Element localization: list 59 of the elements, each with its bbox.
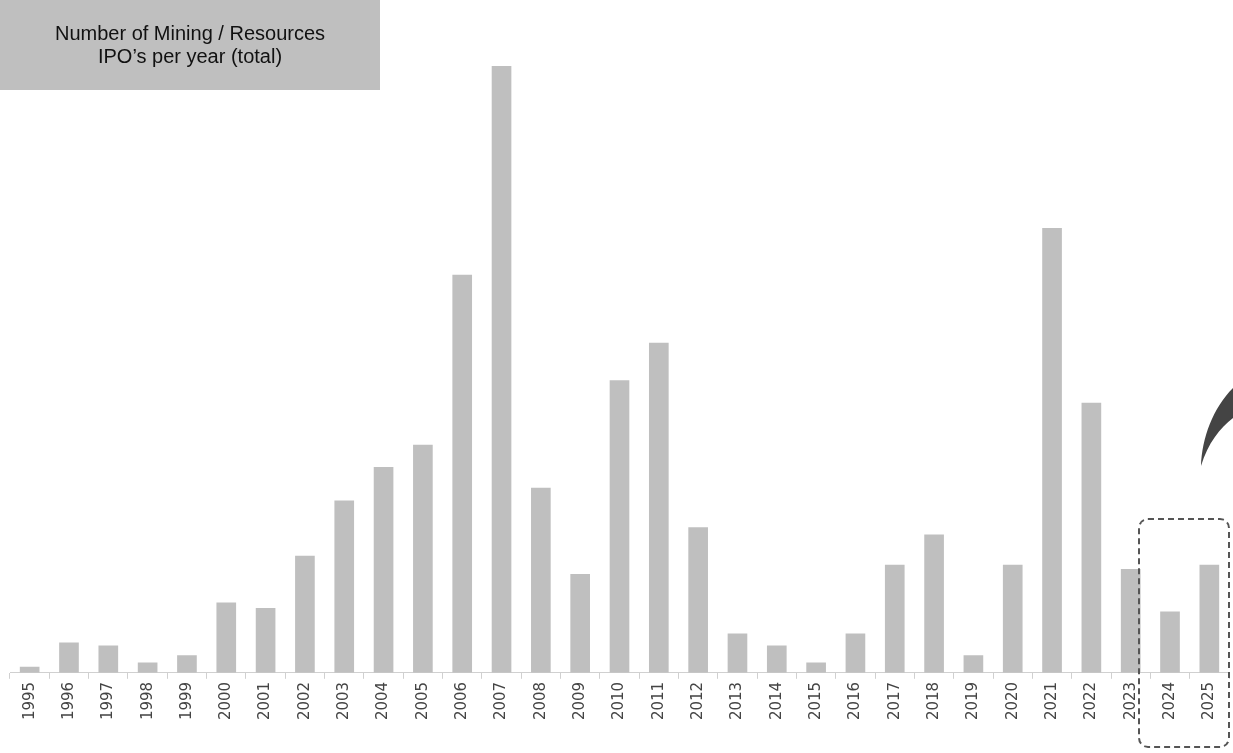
bar [531,487,551,673]
x-tick-label: 2018 [923,681,942,721]
x-tick-label: 2025 [1199,681,1218,721]
x-tick-label: 2024 [1159,681,1178,721]
bar [1160,611,1180,673]
x-tick-label: 2009 [570,681,589,721]
bar [334,500,355,673]
x-tick-label: 1998 [137,681,156,721]
bar [648,342,669,673]
x-tick-label: 2008 [530,681,549,721]
x-tick-label: 2012 [688,681,707,721]
bar [491,66,512,673]
bar [413,444,433,673]
bar [1199,564,1220,673]
x-tick-label: 2000 [216,681,235,721]
bar [1042,228,1062,673]
bar [216,602,237,673]
bar [845,633,866,673]
x-tick-label: 2003 [334,681,353,721]
x-tick-label: 1996 [58,681,77,721]
x-tick-label: 2014 [766,681,785,721]
bar [570,573,591,673]
x-tick-label: 2006 [452,681,471,721]
x-tick-label: 2005 [412,681,431,721]
x-tick-label: 2023 [1120,681,1139,721]
bar [177,655,197,673]
bar [373,467,394,673]
bar [766,645,787,673]
x-tick-label: 2011 [648,681,667,721]
bar [452,274,473,673]
bar [688,527,708,673]
x-tick-label: 1999 [176,681,195,721]
bar [963,655,984,673]
x-tick-label: 2021 [1041,681,1060,721]
bar [727,633,748,673]
bar [924,534,944,673]
x-tick-label: 1997 [98,681,117,721]
bar [1002,564,1023,673]
bar [59,642,79,673]
x-tick-label: 2013 [727,681,746,721]
x-tick-label: 2019 [963,681,982,721]
x-tick-label: 2015 [806,681,824,721]
x-tick-label: 2016 [845,681,864,721]
bar [295,555,315,673]
bar [884,564,905,673]
x-tick-label: 2017 [884,681,903,721]
x-tick-label: 1995 [19,681,38,721]
x-tick-label: 2010 [609,681,628,721]
bar [98,645,119,673]
bar [1120,569,1141,673]
bar [1081,402,1102,673]
x-tick-label: 2022 [1081,681,1100,721]
x-tick-label: 2004 [373,681,392,721]
x-tick-label: 2001 [255,681,274,721]
x-tick-label: 2002 [294,681,313,721]
bar [609,380,630,673]
x-tick-label: 2020 [1002,681,1021,721]
bar [255,607,276,673]
x-tick-label: 2007 [491,681,510,721]
